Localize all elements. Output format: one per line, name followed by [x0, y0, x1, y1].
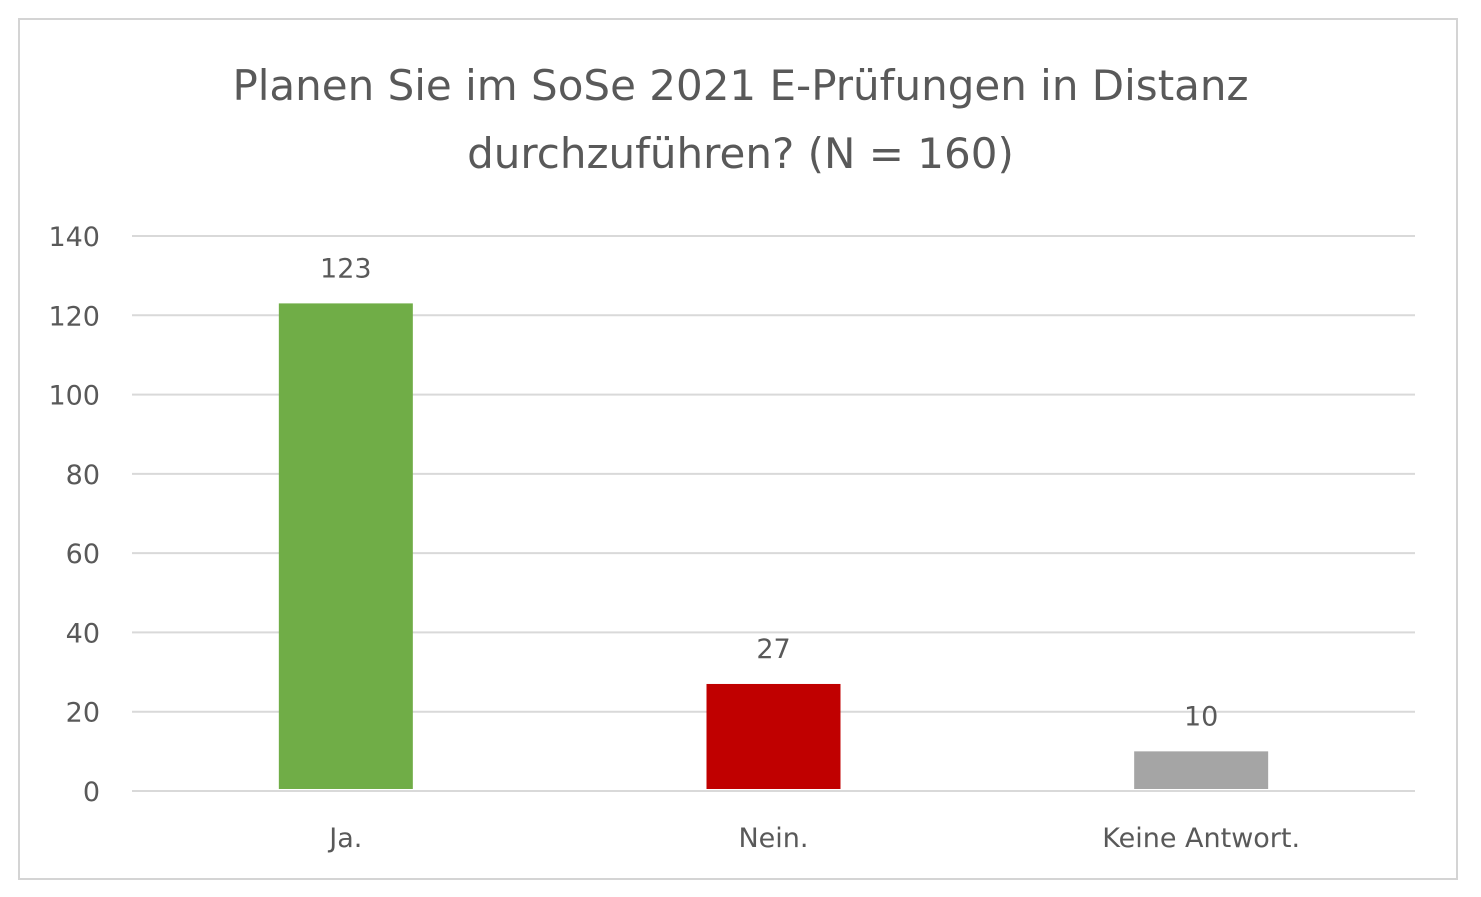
chart-title: Planen Sie im SoSe 2021 E-Prüfungen in D…	[0, 52, 1481, 188]
bar-ja	[278, 303, 413, 789]
data-label: 123	[320, 253, 372, 284]
chart-title-line-2: durchzuführen? (N = 160)	[467, 129, 1014, 178]
y-tick-label: 100	[48, 381, 100, 412]
bars	[278, 303, 1269, 789]
y-tick-label: 140	[48, 222, 100, 253]
x-category-label: Nein.	[738, 823, 808, 854]
bar-nein	[706, 683, 841, 789]
y-tick-label: 0	[83, 777, 100, 808]
y-tick-label: 120	[48, 301, 100, 332]
y-tick-label: 80	[66, 460, 100, 491]
x-category-label: Keine Antwort.	[1102, 823, 1300, 854]
x-category-label: Ja.	[327, 823, 362, 854]
chart-title-line-1: Planen Sie im SoSe 2021 E-Prüfungen in D…	[232, 61, 1249, 110]
y-tick-label: 40	[66, 618, 100, 649]
y-axis-ticks: 0 20 40 60 80 100 120 140	[48, 222, 100, 808]
data-label: 27	[756, 634, 790, 665]
bar-keine-antwort	[1134, 751, 1269, 789]
y-tick-label: 20	[66, 698, 100, 729]
y-tick-label: 60	[66, 539, 100, 570]
data-labels: 123 27 10	[320, 253, 1218, 732]
x-axis-categories: Ja. Nein. Keine Antwort.	[327, 823, 1300, 854]
data-label: 10	[1184, 701, 1218, 732]
